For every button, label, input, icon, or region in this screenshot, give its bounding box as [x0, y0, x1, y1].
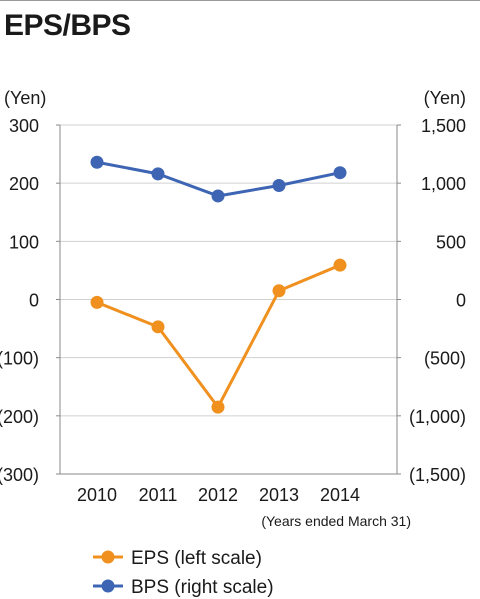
eps-legend-marker — [101, 550, 115, 564]
left-tick-label: (300) — [0, 465, 39, 485]
eps-point — [151, 320, 165, 334]
eps-line — [96, 263, 341, 409]
left-tick-labels: (Yen) 300 200 100 0 (100) (200) (300) — [0, 88, 46, 485]
bps-point — [333, 166, 347, 180]
left-tick-label: (200) — [0, 407, 39, 427]
eps-point — [90, 295, 104, 309]
x-tick-label: 2014 — [320, 485, 360, 505]
legend: EPS (left scale) BPS (right scale) — [93, 548, 274, 598]
right-axis-unit: (Yen) — [424, 88, 466, 108]
bps-point — [151, 167, 165, 181]
x-tick-label: 2012 — [198, 485, 238, 505]
eps-point — [211, 400, 225, 414]
left-axis-unit: (Yen) — [4, 88, 46, 108]
axes — [56, 124, 401, 475]
grid-lines — [60, 124, 397, 475]
right-tick-label: (500) — [424, 349, 466, 369]
top-rule — [0, 0, 480, 1]
bps-point — [272, 178, 286, 192]
right-tick-labels: (Yen) 1,500 1,000 500 0 (500) (1,000) (1,500) — [409, 88, 466, 485]
eps-point — [272, 284, 286, 298]
x-tick-label: 2010 — [77, 485, 117, 505]
right-tick-label: 0 — [456, 291, 466, 311]
chart-title: EPS/BPS — [4, 9, 131, 42]
x-tick-label: 2013 — [259, 485, 299, 505]
x-axis-note: (Years ended March 31) — [261, 513, 411, 529]
left-tick-label: 200 — [9, 174, 39, 194]
eps-point — [333, 258, 347, 272]
left-tick-label: 300 — [9, 116, 39, 136]
left-tick-label: 0 — [29, 291, 39, 311]
right-tick-label: (1,500) — [409, 465, 466, 485]
right-tick-label: 500 — [436, 232, 466, 252]
right-tick-label: 1,500 — [421, 116, 466, 136]
bps-point — [90, 155, 104, 169]
series-lines — [90, 155, 347, 414]
bps-legend-label: BPS (right scale) — [131, 577, 274, 598]
bps-legend-marker — [101, 579, 115, 593]
x-tick-labels: 2010 2011 2012 2013 2014 (Years ended March 3… — [77, 485, 411, 529]
x-tick-label: 2011 — [139, 485, 178, 505]
left-tick-label: 100 — [9, 232, 39, 252]
right-tick-label: 1,000 — [421, 174, 466, 194]
right-tick-label: (1,000) — [409, 407, 466, 427]
bps-point — [211, 189, 225, 203]
left-tick-label: (100) — [0, 349, 39, 369]
eps-legend-label: EPS (left scale) — [131, 548, 262, 569]
